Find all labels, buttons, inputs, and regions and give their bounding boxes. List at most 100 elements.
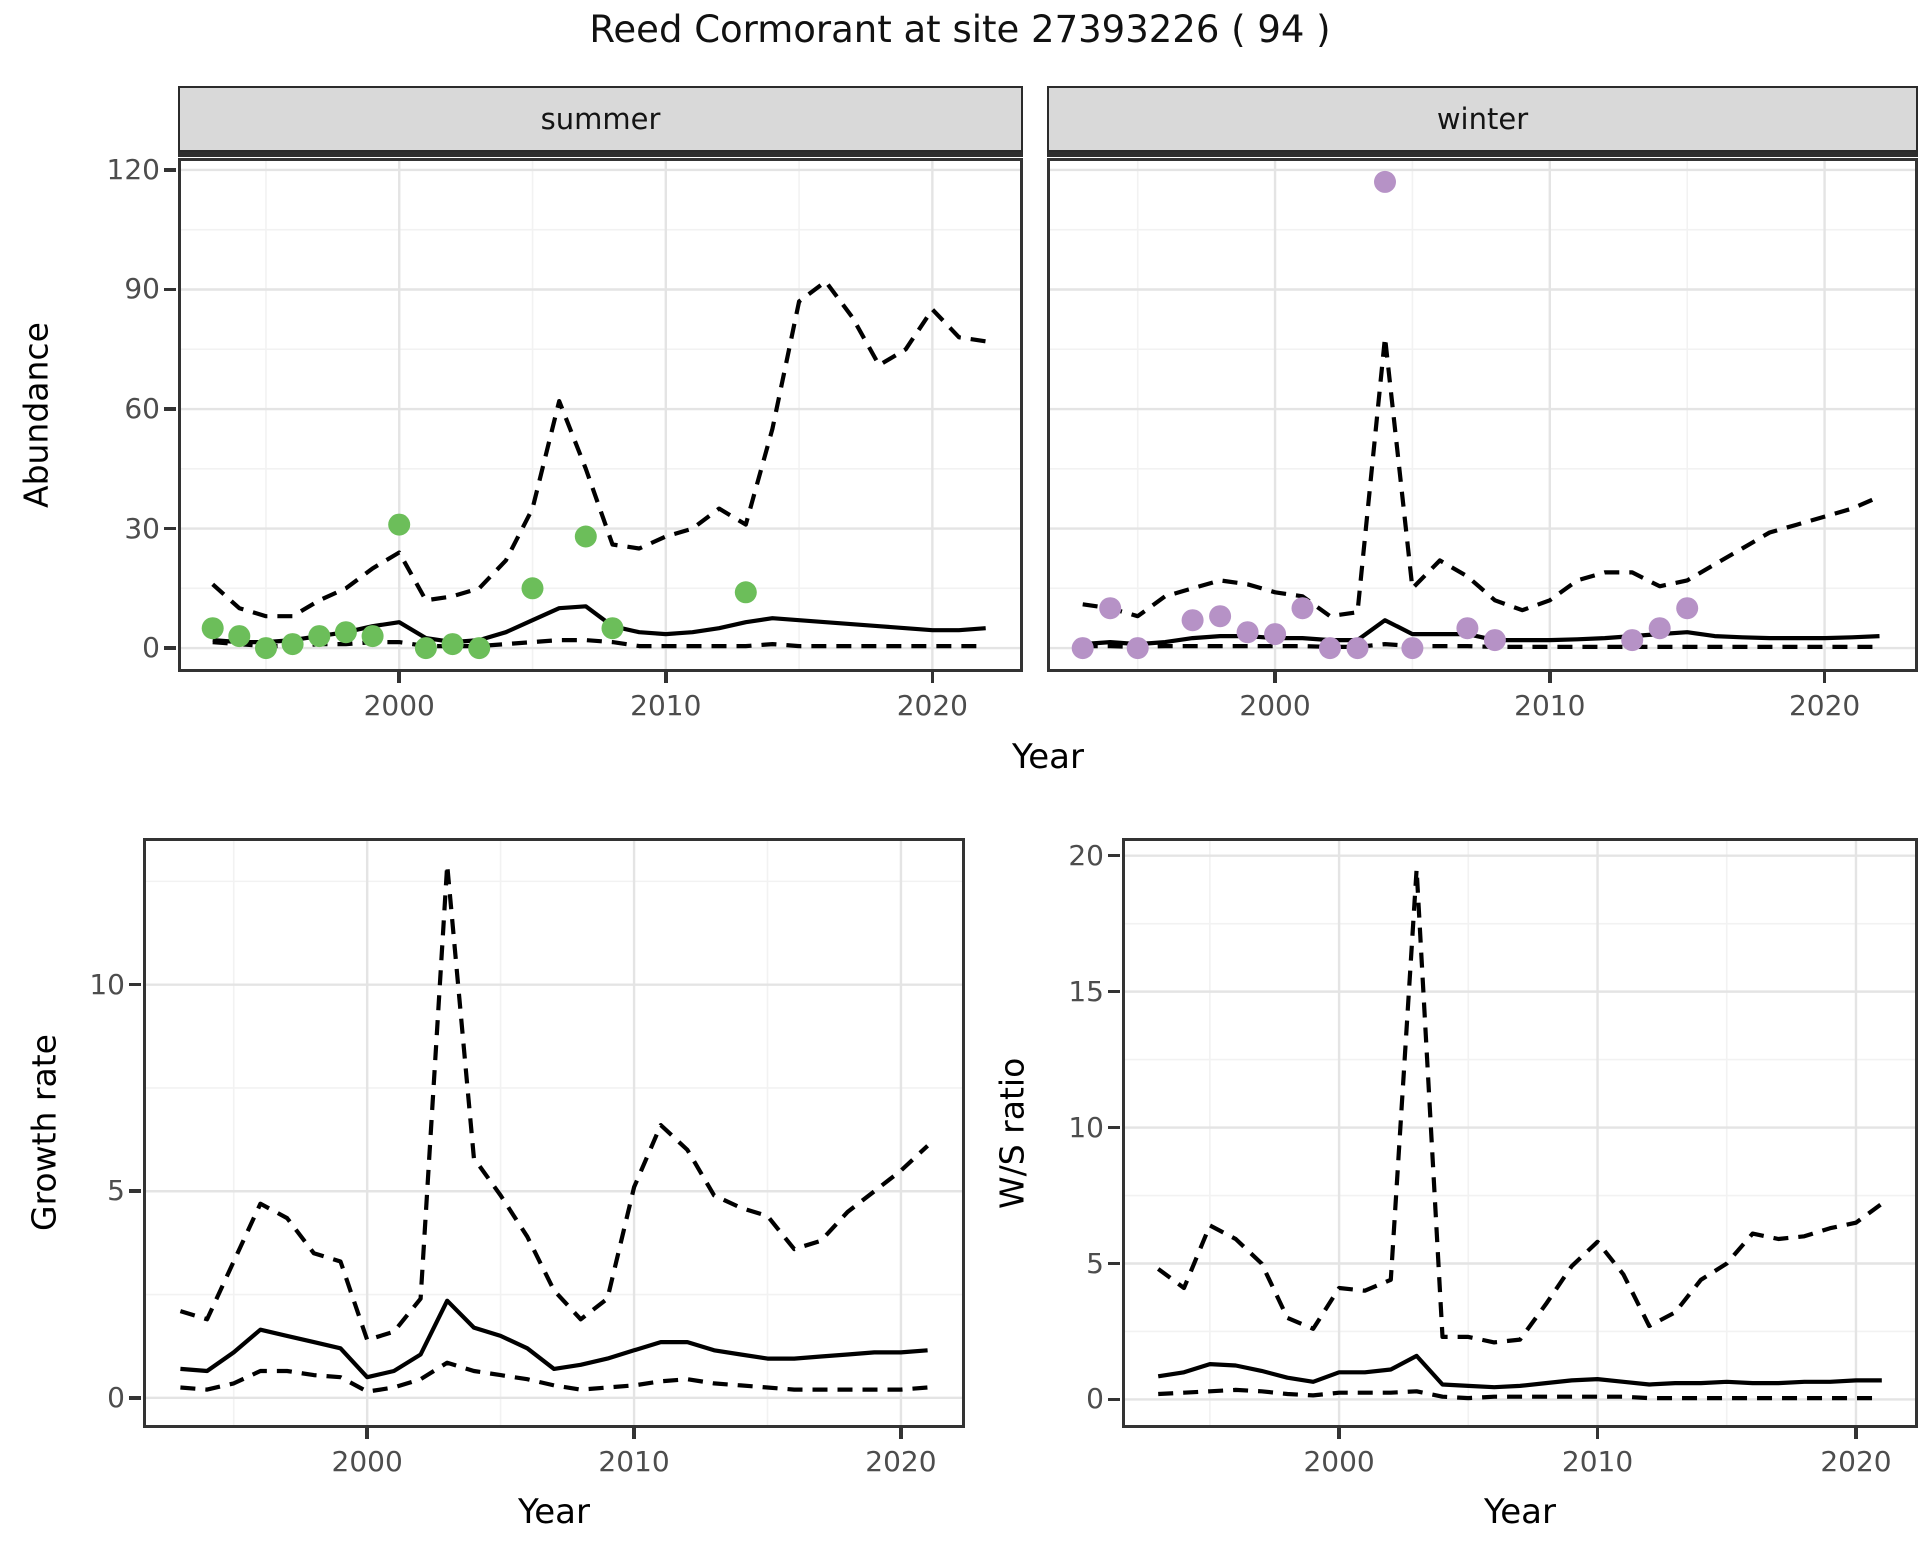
observation-point [1236,621,1259,644]
y-tick-label: 120 [106,152,160,186]
observation-point [601,617,624,640]
x-tick-label: 2000 [331,1445,403,1478]
abundance-axis-title: Abundance [16,322,56,508]
panel-background [1047,158,1918,672]
x-tick-label: 2020 [865,1445,937,1478]
y-tick-mark [164,407,176,411]
observation-point [255,637,277,660]
y-tick-label: 10 [1068,1110,1104,1144]
x-tick-mark [1595,1428,1600,1439]
x-tick-label: 2010 [598,1445,670,1478]
observation-point [281,633,304,656]
x-tick-label: 2000 [363,689,435,722]
x-tick-label: 2000 [1239,689,1311,722]
x-tick-mark [930,672,935,683]
y-tick-label: 15 [1068,974,1104,1008]
y-tick-label: 0 [1086,1382,1104,1416]
y-tick-label: 5 [1086,1246,1104,1280]
x-tick-mark [1273,672,1277,683]
observation-point [1374,170,1396,193]
y-tick-mark [164,287,176,292]
lower_ci-line [1082,642,1880,649]
observation-point [1621,629,1644,652]
y-tick-label: 0 [142,631,160,665]
y-tick-label: 5 [107,1174,125,1208]
observation-point [1346,637,1369,660]
observation-point [574,525,597,548]
x-tick-label: 2000 [1303,1445,1375,1478]
observation-point [1181,609,1204,632]
observation-point [414,637,437,660]
observation-point [388,513,411,536]
observation-point [334,621,357,644]
y-tick-label: 20 [1068,838,1104,872]
x-tick-mark [365,1428,369,1439]
x-tick-label: 2020 [896,689,968,722]
lower_ci-line [212,638,986,649]
y-tick-label: 30 [124,511,160,545]
ws-ratio-panel [1122,838,1918,1428]
y-tick-mark [1108,989,1120,994]
abundance-summer-panel [178,158,1023,672]
observation-point [1319,637,1341,660]
x-tick-mark [632,1428,636,1439]
upper_ci-line [1082,335,1881,619]
median-line [180,1298,928,1380]
x-tick-mark [899,1428,903,1439]
observation-point [734,581,757,604]
strip-underline-summer [178,152,1023,157]
observation-point [1099,597,1122,620]
x-tick-mark [397,672,402,683]
y-tick-mark [129,1396,141,1400]
facet-strip-summer: summer [178,86,1023,152]
panel-background [1122,838,1918,1428]
page-title: Reed Cormorant at site 27393226 ( 94 ) [589,8,1331,51]
median-line [1082,618,1880,647]
panel-border [178,158,1023,672]
observation-point [1071,637,1094,660]
observation-point [1126,637,1149,660]
observation-point [521,577,544,600]
y-tick-label: 10 [89,967,125,1001]
observation-point [1456,617,1479,640]
x-tick-mark [1822,672,1827,683]
x-tick-mark [1854,1428,1858,1439]
upper_ci-line [179,862,930,1343]
y-tick-mark [1108,853,1120,858]
abundance-winter-panel [1047,158,1918,672]
growth-rate-panel [143,838,965,1428]
y-tick-mark [1108,1261,1120,1266]
y-tick-mark [164,646,176,650]
panel-border [1047,158,1918,672]
y-tick-mark [164,526,176,531]
observation-point [1291,597,1314,620]
observation-point [201,617,224,640]
observation-point [441,633,464,656]
y-tick-label: 0 [107,1380,125,1414]
y-tick-mark [1108,1125,1120,1130]
observation-point [1209,605,1232,628]
x-tick-label: 2020 [1820,1445,1892,1478]
median-line [1157,1353,1882,1390]
observation-point [1264,623,1287,646]
observation-point [1483,629,1506,652]
x-tick-mark [1337,1428,1341,1439]
panel-border [143,838,965,1428]
strip-underline-winter [1047,152,1918,157]
year-axis-title-bottom-left: Year [518,1492,590,1532]
growth-rate-axis-title: Growth rate [24,1034,64,1232]
y-tick-mark [164,168,176,172]
x-tick-label: 2020 [1788,689,1861,722]
x-tick-label: 2010 [630,689,702,722]
upper_ci-line [1156,867,1884,1345]
observation-point [228,625,251,648]
x-tick-label: 2010 [1514,689,1586,722]
panel-background [178,158,1023,672]
y-tick-mark [1108,1397,1120,1402]
y-tick-label: 60 [124,392,160,426]
x-tick-mark [1548,672,1552,683]
year-axis-title-bottom-right: Year [1484,1492,1556,1532]
lower_ci-line [180,1360,928,1394]
observation-point [1676,597,1699,620]
y-tick-mark [129,982,141,987]
